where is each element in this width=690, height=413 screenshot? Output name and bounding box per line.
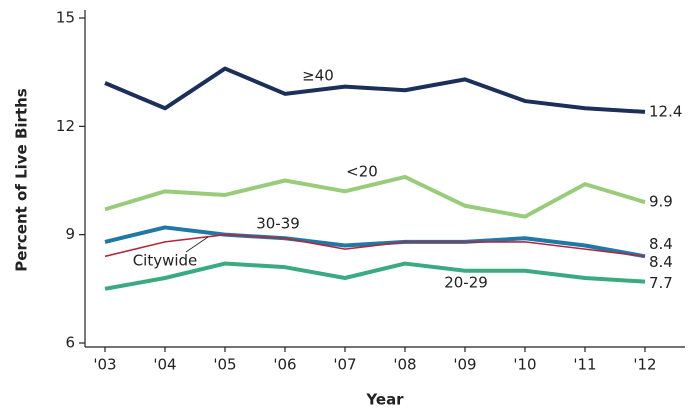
x-tick-label: '09	[453, 356, 476, 374]
y-tick-label: 9	[65, 225, 75, 243]
series-line	[104, 66, 646, 114]
x-axis-title: Year	[365, 391, 404, 409]
y-tick-label: 6	[65, 334, 75, 352]
series-line	[104, 233, 646, 258]
series-line	[104, 225, 646, 259]
series-label: 30-39	[256, 215, 300, 233]
end-value-label: 8.4	[649, 253, 673, 271]
end-value-label: 12.4	[649, 102, 682, 120]
series-line	[104, 261, 646, 291]
x-tick-label: '11	[573, 356, 596, 374]
series-label: Citywide	[133, 252, 198, 270]
end-value-label: 9.9	[649, 193, 673, 211]
x-tick-label: '12	[633, 356, 656, 374]
series-label: 20-29	[444, 274, 488, 292]
y-tick-label: 15	[56, 9, 75, 27]
x-tick-label: '03	[93, 356, 116, 374]
x-tick-label: '08	[393, 356, 416, 374]
label-pointer	[185, 236, 209, 253]
end-value-label: 7.7	[649, 274, 673, 292]
series-label: <20	[346, 163, 378, 181]
x-tick-label: '07	[333, 356, 356, 374]
y-axis-title: Percent of Live Births	[13, 88, 31, 271]
series-label: ≥40	[302, 67, 334, 85]
series-line	[104, 174, 646, 219]
x-tick-label: '04	[153, 356, 176, 374]
end-value-label: 8.4	[649, 235, 673, 253]
x-tick-label: '05	[213, 356, 236, 374]
y-tick-label: 12	[56, 117, 75, 135]
x-tick-label: '10	[513, 356, 536, 374]
x-tick-label: '06	[273, 356, 296, 374]
